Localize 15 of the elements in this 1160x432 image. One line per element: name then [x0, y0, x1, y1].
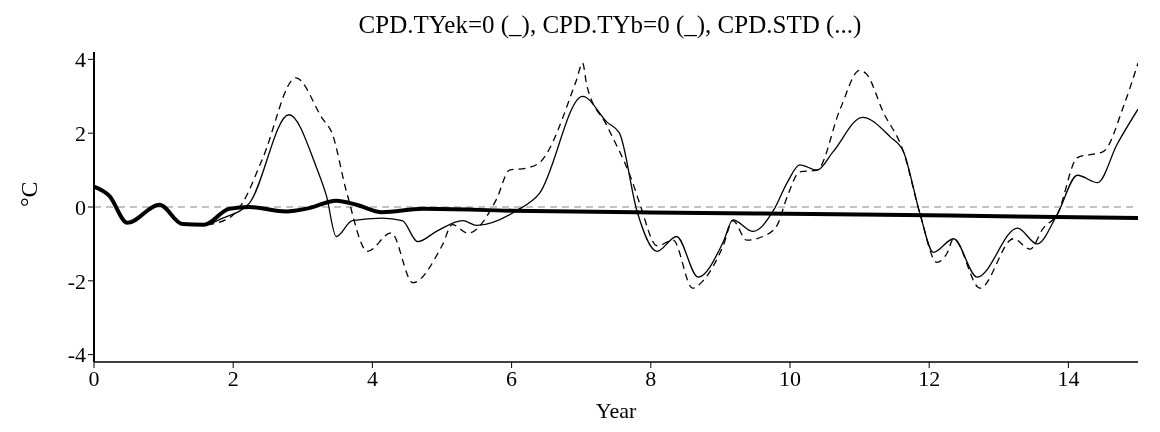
x-tick-label: 12: [918, 365, 941, 391]
x-tick-label: 8: [645, 365, 657, 391]
y-tick-label: -2: [67, 268, 86, 294]
y-tick-label: 4: [75, 47, 86, 73]
x-axis-title: Year: [595, 398, 637, 423]
x-tick-label: 6: [506, 365, 518, 391]
y-axis-title: °C: [15, 181, 42, 207]
y-tick-label: 0: [75, 194, 86, 220]
y-tick-label: -4: [67, 342, 86, 368]
y-tick-label: 2: [75, 121, 86, 146]
chart-title: CPD.TYek=0 (_), CPD.TYb=0 (_), CPD.STD (...): [357, 10, 863, 41]
x-tick-label: 4: [366, 365, 378, 391]
x-tick-label: 14: [1057, 365, 1080, 391]
x-tick-label: 2: [227, 365, 239, 391]
x-tick-label: 10: [779, 365, 801, 391]
